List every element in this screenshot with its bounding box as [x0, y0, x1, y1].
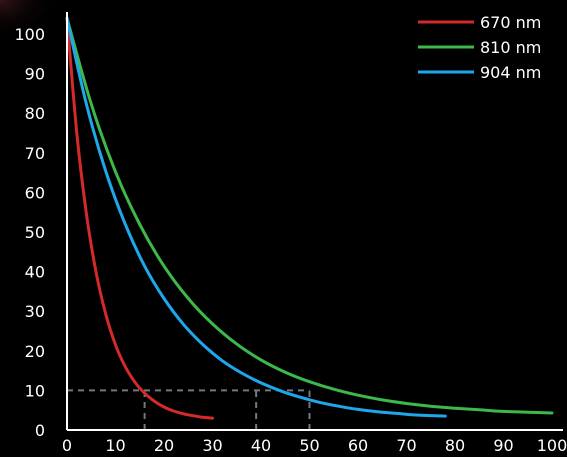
legend-label: 904 nm — [480, 63, 541, 82]
corner-glow — [0, 0, 60, 40]
x-tick-label-90: 90 — [493, 436, 513, 455]
x-tick-label-60: 60 — [348, 436, 368, 455]
series-line-810-nm — [65, 16, 554, 415]
y-tick-label-20: 20 — [25, 342, 45, 361]
series-line-670-nm — [65, 16, 214, 420]
series-lines — [65, 16, 554, 420]
x-tick-label-0: 0 — [62, 436, 72, 455]
series-line-904-nm — [65, 16, 447, 418]
y-tick-label-30: 30 — [25, 302, 45, 321]
x-tick-label-100: 100 — [537, 436, 567, 455]
y-tick-label-50: 50 — [25, 223, 45, 242]
legend-item: 904 nm — [418, 63, 541, 82]
y-axis-ticks: 0 10 20 30 40 50 60 70 80 90 100 — [14, 25, 45, 440]
y-tick-label-80: 80 — [25, 104, 45, 123]
legend-label: 670 nm — [480, 13, 541, 32]
y-tick-label-40: 40 — [25, 263, 45, 282]
x-tick-label-20: 20 — [154, 436, 174, 455]
legend-label: 810 nm — [480, 38, 541, 57]
axes — [66, 12, 563, 431]
y-tick-label-60: 60 — [25, 183, 45, 202]
y-tick-label-100: 100 — [14, 25, 45, 44]
x-tick-label-30: 30 — [202, 436, 222, 455]
x-tick-label-70: 70 — [396, 436, 416, 455]
y-tick-label-10: 10 — [25, 381, 45, 400]
y-tick-label-70: 70 — [25, 144, 45, 163]
x-tick-label-40: 40 — [251, 436, 271, 455]
legend: 670 nm 810 nm 904 nm — [418, 13, 541, 82]
y-tick-label-90: 90 — [25, 65, 45, 84]
legend-item: 810 nm — [418, 38, 541, 57]
x-tick-label-10: 10 — [105, 436, 125, 455]
x-axis-ticks: 0 10 20 30 40 50 60 70 80 90 100 — [62, 436, 567, 455]
legend-item: 670 nm — [418, 13, 541, 32]
y-tick-label-0: 0 — [35, 421, 45, 440]
x-tick-label-50: 50 — [299, 436, 319, 455]
x-tick-label-80: 80 — [445, 436, 465, 455]
